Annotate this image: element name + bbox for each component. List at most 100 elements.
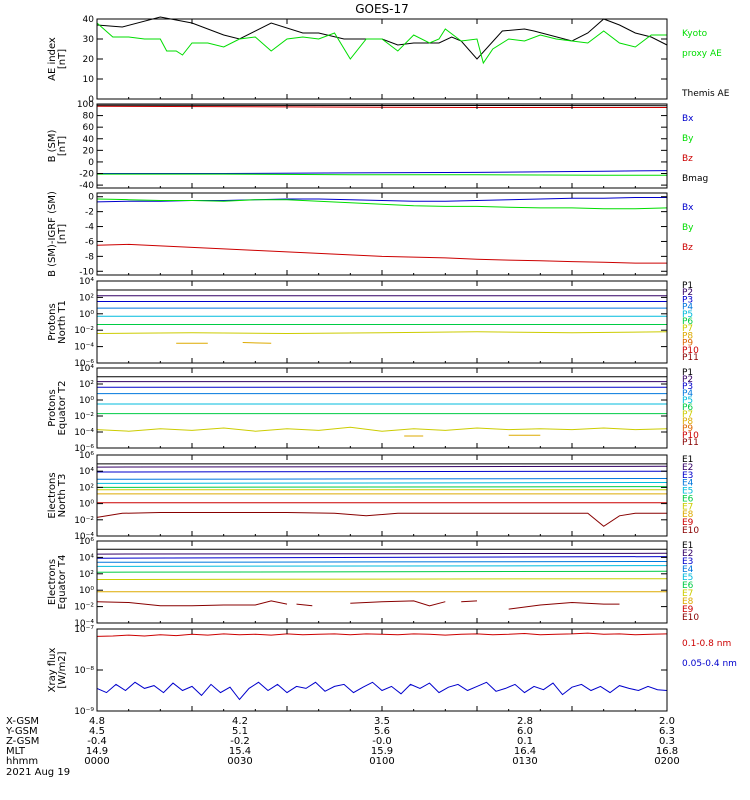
series-line-enorth-3 <box>96 478 668 480</box>
ephemeris-value: -0.2 <box>230 736 250 747</box>
y-tick-label: 20 <box>83 55 95 65</box>
y-tick-label: 10⁻⁴ <box>74 532 94 542</box>
panel-ae: 0 10 20 30 40 AE index [nT] Kyoto proxy AE Themis… <box>47 15 730 105</box>
series-line-bsm-2 <box>97 170 668 174</box>
plot-title: GOES-17 <box>355 2 409 16</box>
legend-entry: P1 <box>682 281 693 291</box>
y-tick-label: 0 <box>88 158 94 168</box>
ephemeris-label: Y-GSM <box>5 726 38 737</box>
ephemeris-value: 0200 <box>654 756 679 767</box>
legend-entry: P7 <box>682 324 693 334</box>
ephemeris-value: 15.9 <box>371 746 393 757</box>
panel-frame <box>96 280 668 364</box>
series-line-eequator-6 <box>96 578 668 580</box>
ephemeris-value: 3.5 <box>374 716 390 727</box>
ephemeris-value: 0.1 <box>517 736 533 747</box>
ephemeris-value: 4.5 <box>89 726 105 737</box>
legend-entry: E10 <box>682 526 699 536</box>
legend-entry: P10 <box>682 346 699 356</box>
legend-entry: P9 <box>682 339 693 349</box>
ephemeris-label: MLT <box>6 746 26 757</box>
series-line-enorth-9 <box>96 512 667 527</box>
y-axis-label: [nT] <box>57 136 68 156</box>
legend-entry: P3 <box>682 295 693 305</box>
series-line-eequator-1 <box>96 552 668 555</box>
y-tick-label: 10⁰ <box>79 310 94 320</box>
legend-entry: Bz <box>682 154 693 164</box>
legend-entry: E5 <box>682 573 693 583</box>
y-tick-label: 10⁻⁴ <box>74 428 94 438</box>
legend-entry: P5 <box>682 396 693 406</box>
y-axis-label: Equator T4 <box>57 555 68 610</box>
ephemeris-value: 0000 <box>84 756 109 767</box>
y-tick-label: 10⁰ <box>79 500 94 510</box>
series-line-bigrf-2 <box>96 243 667 264</box>
legend-entry: E2 <box>682 549 693 559</box>
series-line-eequator-5 <box>96 570 668 573</box>
legend-entry: P8 <box>682 417 693 427</box>
legend-entry: P11 <box>682 353 699 363</box>
y-axis-label: B (SM) <box>47 129 58 162</box>
y-tick-label: 10² <box>79 570 94 580</box>
legend-entry: E8 <box>682 597 694 607</box>
series-line-enorth-2 <box>96 470 668 473</box>
y-axis-label: AE index <box>47 37 58 81</box>
legend-entry: E9 <box>682 518 694 528</box>
legend-entry: E7 <box>682 589 693 599</box>
ephemeris-label: Z-GSM <box>6 736 39 747</box>
y-tick-label: 10⁰ <box>79 396 94 406</box>
legend-entry: P2 <box>682 288 693 298</box>
legend-entry: E4 <box>682 479 694 489</box>
ephemeris-value: 0.3 <box>659 736 675 747</box>
legend-entry: E6 <box>682 581 694 591</box>
legend-entry: E1 <box>682 541 693 551</box>
y-tick-label: 30 <box>83 35 95 45</box>
series-line-eequator-8 <box>96 600 288 607</box>
legend-entry: Bx <box>682 203 694 213</box>
ephemeris-value: 6.3 <box>659 726 675 737</box>
series-line-eequator-10 <box>350 600 446 607</box>
y-axis-label: [W/m2] <box>57 651 68 688</box>
legend-entry: P4 <box>682 303 693 313</box>
series-line-eequator-2 <box>96 556 668 559</box>
legend-entry: P6 <box>682 403 693 413</box>
series-line-bsm-3 <box>97 173 667 176</box>
ephemeris-value: 16.8 <box>656 746 678 757</box>
y-tick-label: -40 <box>79 181 94 191</box>
ephemeris-value: 0030 <box>227 756 252 767</box>
y-tick-label: 10⁻⁷ <box>74 625 94 635</box>
y-tick-label: 20 <box>83 146 95 156</box>
ephemeris-value: 4.8 <box>89 716 105 727</box>
legend-entry: P4 <box>682 389 693 399</box>
ephemeris-value: -0.0 <box>372 736 392 747</box>
y-axis-label: Electrons <box>47 559 58 605</box>
panel-frame <box>96 367 668 449</box>
ephemeris-label: X-GSM <box>6 716 39 727</box>
panel-frame <box>96 628 668 712</box>
legend-entry: Bx <box>682 114 694 124</box>
legend-entry: 0.05-0.4 nm <box>682 659 737 669</box>
series-line-eequator-9 <box>296 603 313 607</box>
series-line-ae-1 <box>96 22 667 65</box>
y-tick-label: 10⁴ <box>79 364 94 374</box>
y-tick-label: 10² <box>79 293 94 303</box>
y-axis-label: [nT] <box>57 224 68 244</box>
y-tick-label: 0 <box>88 193 94 203</box>
y-tick-label: 10² <box>79 380 94 390</box>
legend-entry: P8 <box>682 331 693 341</box>
series-line-enorth-4 <box>96 482 668 484</box>
date-label: 2021 Aug 19 <box>6 767 70 778</box>
y-tick-label: 10⁴ <box>79 277 94 287</box>
panel-bigrf: -10 -8 -6 -4 -2 0 B (SM)-IGRF (SM) [nT] Bx By Bz <box>47 191 694 277</box>
panel-eequator: 10⁻⁴ 10⁻² 10⁰ 10² 10⁴ 10⁶ Electrons Equator T4 E… <box>47 537 699 629</box>
legend-entry: By <box>682 134 694 144</box>
legend-entry: E1 <box>682 455 693 465</box>
y-axis-label: Xray flux <box>47 648 58 693</box>
y-tick-label: -10 <box>79 267 94 277</box>
y-tick-label: 10⁶ <box>79 537 94 547</box>
y-tick-label: 10⁻⁹ <box>74 707 94 717</box>
y-tick-label: 10⁻⁶ <box>74 444 94 454</box>
legend-entry: E7 <box>682 502 693 512</box>
series-line-bigrf-0 <box>96 197 667 203</box>
